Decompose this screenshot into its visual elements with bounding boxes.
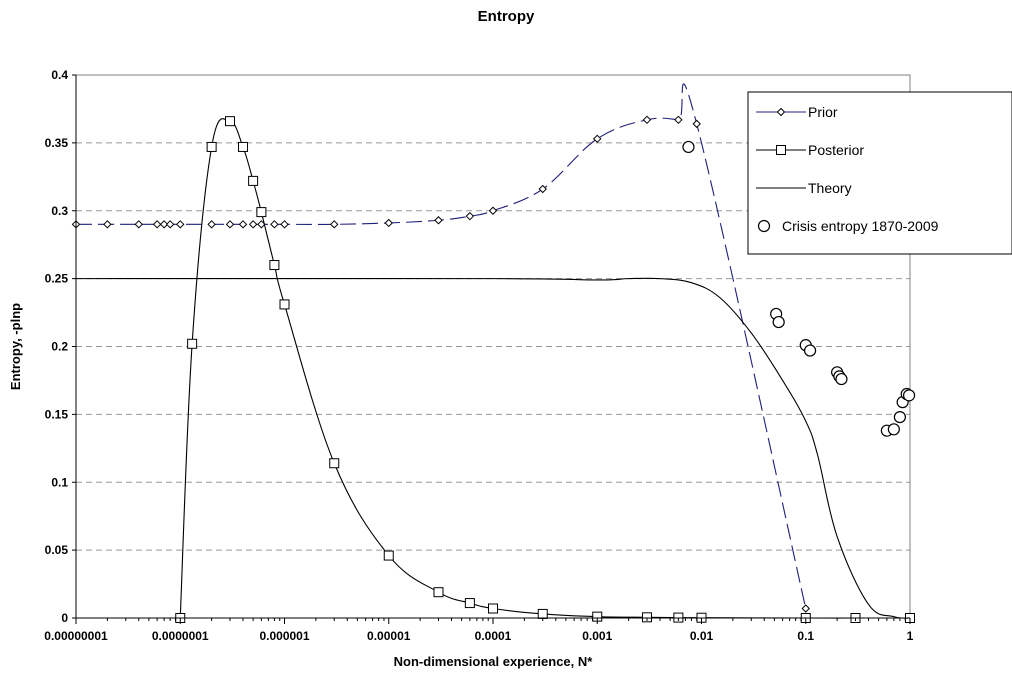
x-tick-label: 1 [907, 629, 914, 643]
chart-title: Entropy [477, 8, 535, 25]
data-point-prior [225, 220, 235, 229]
data-point-prior [434, 216, 443, 225]
x-tick-label: 0.000001 [259, 629, 309, 643]
data-point-prior [488, 206, 498, 215]
y-tick-label: 0.2 [51, 340, 68, 354]
x-tick-label: 0.0001 [475, 629, 512, 643]
data-point-posterior [238, 141, 249, 152]
data-point-posterior [488, 603, 498, 614]
y-axis-ticks: 0 0.05 0.1 0.15 0.2 0.25 0.3 0.35 0.4 [45, 68, 76, 625]
legend-swatch-marker [776, 145, 786, 155]
data-point-crisis-entropy-1870-2009 [887, 423, 900, 436]
data-point-prior [159, 220, 169, 229]
data-point-prior [801, 604, 810, 613]
series-theory [75, 277, 911, 619]
x-tick-label: 0.00000001 [44, 629, 108, 643]
data-point-posterior [383, 550, 394, 561]
series-crisis-entropy-1870-2009 [682, 140, 916, 437]
x-axis-ticks: 0.00000001 0.0000001 0.000001 0.00001 0.0001… [44, 618, 914, 643]
data-point-crisis-entropy-1870-2009 [772, 315, 785, 329]
data-point-crisis-entropy-1870-2009 [893, 410, 906, 424]
data-point-posterior [537, 608, 548, 619]
legend-label: Posterior [808, 142, 864, 158]
x-tick-label: 0.00001 [367, 629, 411, 643]
data-point-prior [538, 184, 547, 194]
y-tick-label: 0.3 [51, 204, 68, 218]
legend-box [747, 91, 1012, 255]
data-point-prior [248, 220, 258, 229]
x-tick-label: 0.01 [690, 629, 714, 643]
legend: Prior Posterior Theory Crisis entropy 1870-… [747, 91, 1012, 255]
data-point-prior [238, 220, 248, 229]
series-prior [71, 83, 810, 613]
data-point-posterior [256, 207, 267, 218]
data-point-posterior [269, 260, 280, 271]
data-point-posterior [279, 299, 290, 310]
legend-swatch-marker [757, 219, 771, 233]
data-point-crisis-entropy-1870-2009 [902, 389, 916, 402]
x-tick-label: 0.0000001 [152, 629, 209, 643]
x-tick-label: 0.1 [797, 629, 814, 643]
data-point-prior [642, 115, 652, 125]
data-point-posterior [206, 141, 217, 152]
data-point-prior [176, 220, 185, 229]
data-point-prior [165, 220, 175, 229]
legend-swatch-marker [776, 107, 786, 117]
data-point-prior [692, 119, 701, 129]
x-tick-label: 0.001 [582, 629, 612, 643]
data-point-posterior [433, 587, 444, 598]
y-tick-label: 0.35 [45, 136, 69, 150]
legend-label: Theory [808, 180, 852, 196]
legend-label: Prior [808, 104, 838, 120]
data-point-prior [152, 220, 162, 229]
legend-item-posterior: Posterior [756, 142, 864, 158]
data-point-prior [103, 220, 112, 229]
y-tick-label: 0.15 [45, 407, 69, 421]
data-point-prior [674, 115, 683, 125]
data-point-crisis-entropy-1870-2009 [803, 344, 817, 357]
data-point-crisis-entropy-1870-2009 [835, 372, 848, 386]
y-tick-label: 0 [61, 611, 68, 625]
data-point-posterior [187, 338, 198, 349]
series-line-theory [75, 277, 911, 619]
y-axis-label: Entropy, -plnp [8, 303, 23, 390]
data-point-prior [134, 220, 143, 229]
y-tick-label: 0.25 [45, 272, 69, 286]
legend-item-prior: Prior [756, 104, 838, 120]
y-tick-label: 0.1 [51, 475, 68, 489]
legend-item-theory: Theory [756, 180, 852, 196]
data-point-prior [384, 218, 393, 228]
legend-label: Crisis entropy 1870-2009 [782, 218, 939, 234]
data-point-posterior [464, 598, 475, 609]
data-point-prior [465, 211, 475, 221]
data-point-prior [270, 220, 279, 229]
y-tick-label: 0.4 [51, 68, 68, 82]
data-point-posterior [329, 458, 340, 469]
data-point-prior [207, 220, 216, 229]
series-layer [71, 83, 916, 623]
data-point-prior [593, 134, 602, 144]
data-point-posterior [641, 612, 652, 623]
x-axis-label: Non-dimensional experience, N* [394, 654, 594, 669]
data-point-posterior [248, 175, 259, 186]
data-point-crisis-entropy-1870-2009 [682, 140, 695, 154]
legend-item-crisis-entropy-1870-2009: Crisis entropy 1870-2009 [757, 218, 939, 234]
y-tick-label: 0.05 [45, 543, 69, 557]
data-point-posterior [224, 116, 235, 127]
data-point-prior [330, 220, 339, 229]
data-point-prior [280, 220, 289, 229]
